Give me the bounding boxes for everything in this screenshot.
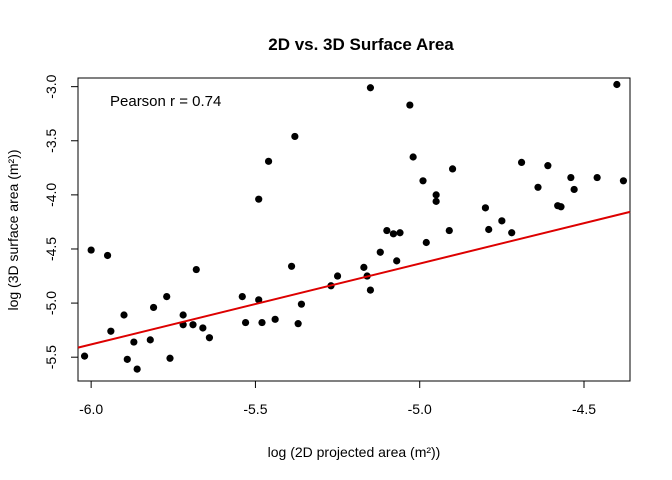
data-point <box>366 286 375 294</box>
data-point <box>123 355 131 363</box>
data-point <box>271 315 279 323</box>
y-axis: -5.5 -5.0 -4.5 -4.0 -3.5 -3.0 <box>43 74 79 369</box>
data-point <box>238 292 246 301</box>
data-point <box>389 230 398 238</box>
data-point <box>80 352 89 360</box>
data-point <box>133 365 141 373</box>
pearson-annotation: Pearson r = 0.74 <box>110 93 221 110</box>
data-point <box>291 132 299 141</box>
data-point <box>396 229 404 237</box>
data-point <box>534 183 542 191</box>
data-point <box>508 229 516 237</box>
y-tick-label: -4.5 <box>43 237 59 261</box>
y-tick-label: -3.5 <box>43 128 59 152</box>
data-point <box>422 238 430 247</box>
data-point <box>517 158 526 167</box>
data-point <box>103 251 112 260</box>
data-point <box>366 84 375 92</box>
y-tick-label: -5.0 <box>43 291 59 315</box>
data-point <box>130 338 138 346</box>
data-point <box>409 153 417 161</box>
chart-title: 2D vs. 3D Surface Area <box>268 35 454 54</box>
data-point <box>264 157 273 165</box>
data-point <box>199 324 207 332</box>
data-point <box>107 327 115 335</box>
y-axis-label: log (3D surface area (m²)) <box>5 149 21 310</box>
data-point <box>498 217 506 225</box>
data-point <box>255 195 263 203</box>
regression-line <box>77 210 631 349</box>
y-tick-label: -3.0 <box>43 74 59 98</box>
x-axis-label: log (2D projected area (m²)) <box>268 444 441 460</box>
data-point <box>294 320 302 328</box>
data-point <box>432 191 440 199</box>
data-point <box>432 197 440 205</box>
data-point <box>448 165 457 173</box>
data-point <box>481 204 490 212</box>
data-point <box>406 101 414 109</box>
x-tick-label: -5.5 <box>243 401 267 417</box>
data-point <box>255 296 263 304</box>
x-tick-label: -4.5 <box>572 401 596 417</box>
data-point <box>333 272 342 280</box>
x-axis: -6.0 -5.5 -5.0 -4.5 <box>79 380 596 417</box>
data-point <box>189 321 197 329</box>
data-point <box>383 226 391 235</box>
data-point <box>613 80 621 89</box>
plot-frame <box>77 77 631 382</box>
y-tick-label: -4.0 <box>43 183 59 207</box>
data-point <box>419 177 427 185</box>
data-point <box>163 292 171 301</box>
y-tick-label: -5.5 <box>43 345 59 369</box>
x-tick-label: -6.0 <box>79 401 103 417</box>
data-point <box>179 311 187 319</box>
data-point <box>146 336 154 344</box>
data-point <box>297 300 306 308</box>
data-point <box>593 173 601 182</box>
data-point <box>287 262 296 270</box>
data-point <box>376 248 384 256</box>
data-point <box>544 162 552 170</box>
data-point <box>445 226 453 235</box>
data-point <box>166 354 174 362</box>
data-point <box>393 257 401 265</box>
data-point <box>241 318 250 327</box>
data-points <box>80 80 628 373</box>
data-point <box>619 177 628 185</box>
data-point <box>205 334 214 342</box>
data-point <box>120 311 128 319</box>
data-point <box>557 203 565 211</box>
data-point <box>567 173 575 182</box>
data-point <box>360 263 368 271</box>
data-point <box>570 185 578 194</box>
data-point <box>485 225 493 234</box>
data-point <box>149 303 158 312</box>
data-point <box>258 318 266 327</box>
data-point <box>192 265 200 274</box>
data-point <box>87 246 95 254</box>
x-tick-label: -5.0 <box>408 401 432 417</box>
